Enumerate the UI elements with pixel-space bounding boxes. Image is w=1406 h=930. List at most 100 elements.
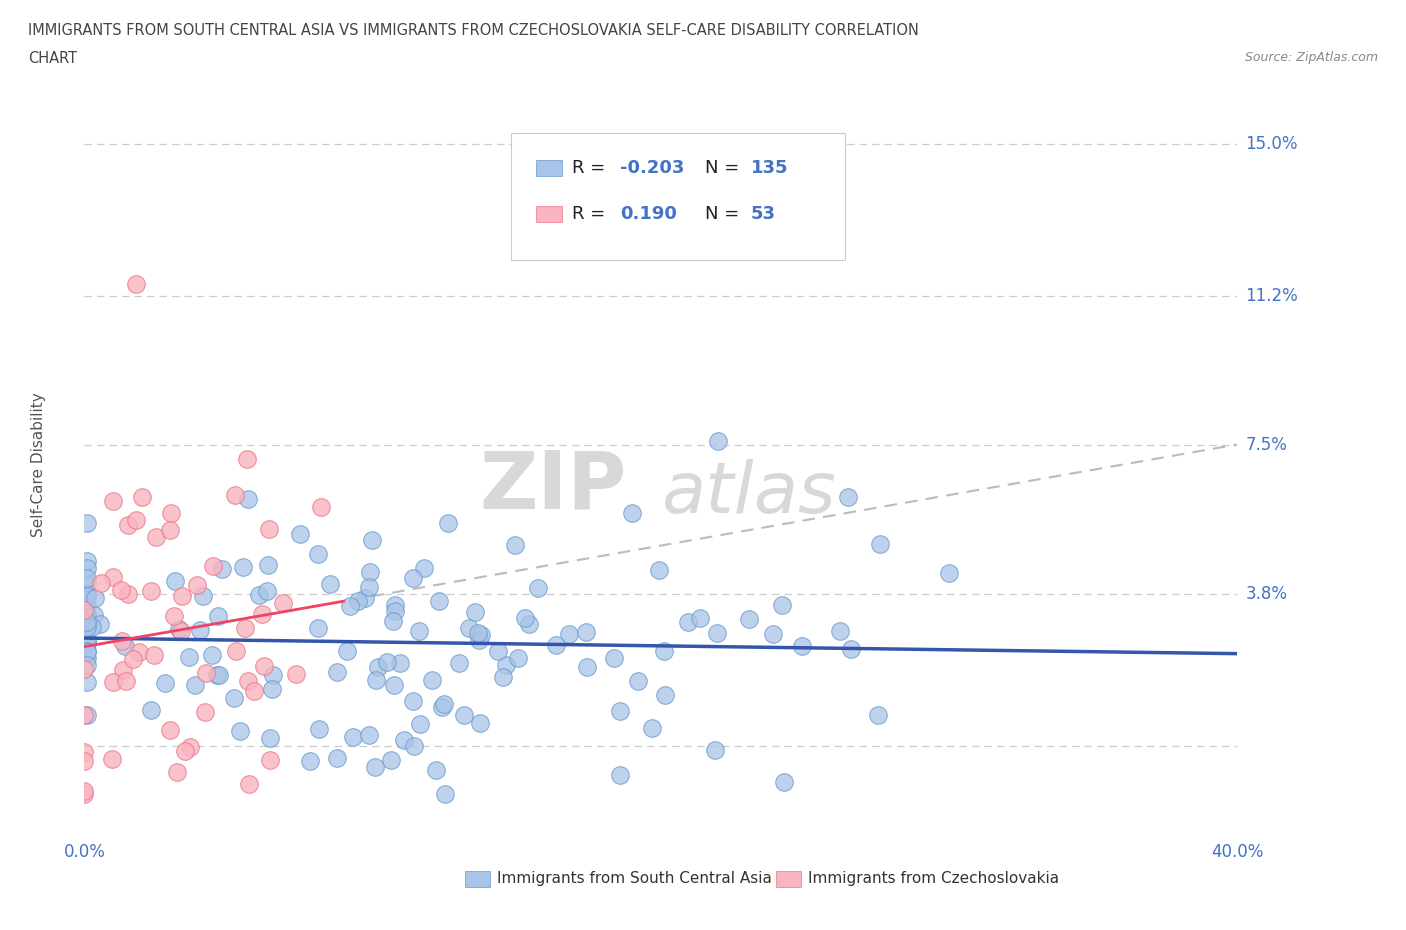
- Text: ZIP: ZIP: [479, 447, 626, 525]
- Point: [188, 623, 211, 638]
- Point: [470, 628, 492, 643]
- Text: 53: 53: [751, 206, 776, 223]
- Point: [232, 559, 254, 574]
- Point: [76, 598, 98, 613]
- Point: [224, 691, 246, 706]
- Point: [394, 733, 416, 748]
- Point: [101, 751, 124, 766]
- Text: 0.190: 0.190: [620, 206, 678, 223]
- Point: [299, 753, 322, 768]
- Point: [73, 745, 96, 760]
- Text: 3.8%: 3.8%: [1246, 585, 1288, 603]
- Point: [647, 563, 669, 578]
- Point: [238, 777, 260, 791]
- Point: [307, 547, 329, 562]
- Point: [243, 684, 266, 698]
- Point: [142, 647, 165, 662]
- Text: 0.0%: 0.0%: [63, 844, 105, 861]
- Point: [515, 611, 537, 626]
- Point: [186, 578, 208, 592]
- Point: [402, 694, 425, 709]
- Point: [76, 570, 98, 585]
- Point: [111, 633, 134, 648]
- Point: [166, 764, 188, 779]
- Point: [256, 558, 278, 573]
- Point: [114, 638, 136, 653]
- Point: [839, 641, 862, 656]
- Point: [609, 768, 631, 783]
- Point: [174, 743, 197, 758]
- Point: [139, 702, 162, 717]
- Point: [453, 707, 475, 722]
- Point: [384, 604, 406, 618]
- Point: [117, 518, 139, 533]
- Point: [359, 565, 381, 579]
- Point: [184, 678, 207, 693]
- Bar: [465, 871, 491, 887]
- Point: [770, 597, 793, 612]
- Point: [457, 620, 479, 635]
- Point: [762, 627, 785, 642]
- Point: [495, 658, 517, 672]
- Point: [236, 452, 259, 467]
- Point: [111, 662, 134, 677]
- Point: [76, 631, 98, 646]
- Point: [773, 775, 796, 790]
- Point: [404, 738, 426, 753]
- Point: [576, 659, 599, 674]
- Text: N =: N =: [704, 206, 745, 223]
- Point: [103, 570, 124, 585]
- Point: [73, 661, 96, 676]
- Point: [503, 538, 526, 552]
- Point: [433, 697, 456, 711]
- Point: [101, 494, 124, 509]
- Text: Source: ZipAtlas.com: Source: ZipAtlas.com: [1244, 51, 1378, 64]
- Text: 135: 135: [751, 159, 789, 177]
- Point: [84, 591, 107, 605]
- Point: [76, 644, 98, 659]
- Point: [76, 615, 98, 630]
- Point: [707, 433, 730, 448]
- Point: [609, 704, 631, 719]
- Point: [250, 606, 273, 621]
- Point: [464, 604, 486, 619]
- Point: [704, 742, 727, 757]
- Text: CHART: CHART: [28, 51, 77, 66]
- Point: [361, 533, 384, 548]
- Point: [342, 730, 364, 745]
- Point: [436, 516, 458, 531]
- Point: [73, 754, 96, 769]
- Point: [194, 705, 217, 720]
- Point: [167, 621, 190, 636]
- Point: [364, 760, 387, 775]
- Point: [627, 673, 650, 688]
- Point: [76, 636, 98, 651]
- Point: [201, 558, 224, 573]
- Point: [284, 667, 307, 682]
- Point: [640, 721, 662, 736]
- Text: R =: R =: [572, 159, 612, 177]
- Point: [76, 589, 98, 604]
- Point: [347, 593, 370, 608]
- Point: [76, 606, 98, 621]
- Point: [375, 655, 398, 670]
- Text: -0.203: -0.203: [620, 159, 685, 177]
- Point: [678, 615, 700, 630]
- Point: [160, 506, 183, 521]
- Point: [430, 699, 453, 714]
- Text: 11.2%: 11.2%: [1246, 287, 1298, 305]
- Point: [101, 675, 124, 690]
- Point: [447, 655, 470, 670]
- Point: [131, 490, 153, 505]
- Point: [208, 668, 231, 683]
- Point: [211, 562, 233, 577]
- Point: [170, 623, 193, 638]
- Point: [336, 644, 359, 658]
- Point: [326, 751, 349, 765]
- Text: IMMIGRANTS FROM SOUTH CENTRAL ASIA VS IMMIGRANTS FROM CZECHOSLOVAKIA SELF-CARE D: IMMIGRANTS FROM SOUTH CENTRAL ASIA VS IM…: [28, 23, 920, 38]
- Point: [367, 659, 389, 674]
- Point: [76, 658, 98, 672]
- Point: [408, 623, 430, 638]
- Point: [468, 632, 491, 647]
- Point: [290, 526, 312, 541]
